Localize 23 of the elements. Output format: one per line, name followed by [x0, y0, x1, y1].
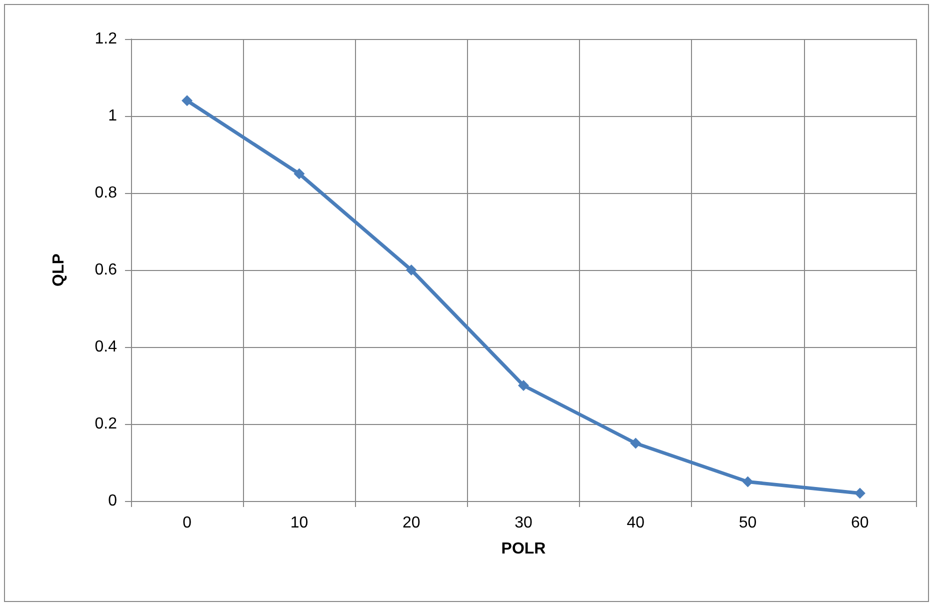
x-tick-label: 60: [851, 514, 869, 532]
x-tick-label: 40: [626, 514, 645, 532]
y-tick-label: 1: [108, 108, 118, 124]
point: [294, 168, 305, 180]
y-tick-label: 0.4: [94, 338, 118, 356]
x-tick-label: 10: [290, 514, 308, 532]
point: [630, 438, 642, 449]
y-axis-title: QLP: [50, 253, 68, 286]
x-tick-label: 30: [514, 514, 532, 532]
y-tick-label: 1.2: [94, 30, 118, 48]
x-tick-label: 20: [402, 514, 420, 532]
y-tick-label: 0.8: [94, 184, 118, 202]
point: [742, 476, 754, 488]
point: [182, 95, 193, 106]
point: [406, 264, 417, 276]
point: [518, 380, 529, 391]
x-axis-title: POLR: [501, 540, 546, 558]
x-tick-label: 0: [182, 514, 192, 532]
y-tick-label: 0.2: [94, 416, 118, 432]
y-tick-label: 0.6: [94, 262, 118, 278]
y-tick-label: 0: [108, 492, 118, 510]
point: [854, 488, 866, 499]
x-tick-label: 50: [738, 514, 757, 532]
